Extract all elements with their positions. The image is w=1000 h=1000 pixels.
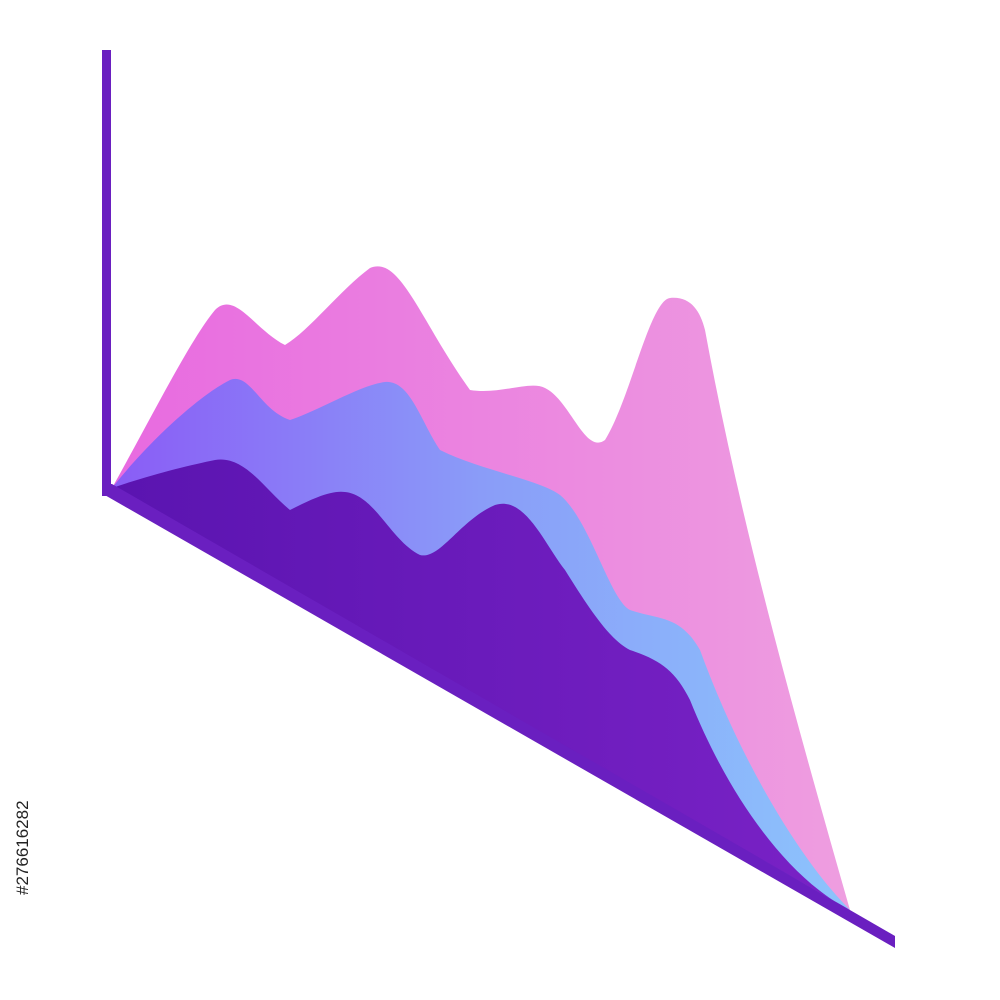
floor-axis (103, 484, 895, 948)
vertical-axis (102, 50, 111, 496)
stock-id: #276616282 (13, 800, 32, 895)
front-area (112, 459, 850, 910)
